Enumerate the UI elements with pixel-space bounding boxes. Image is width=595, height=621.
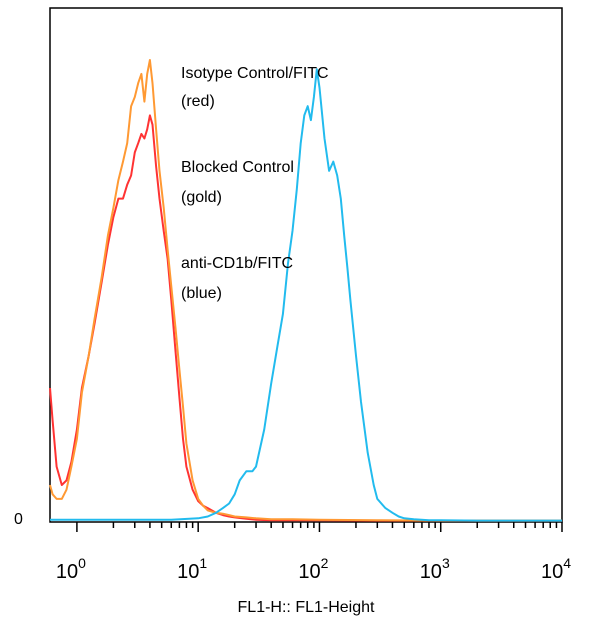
legend-entry: (red) bbox=[181, 93, 215, 110]
series-line-blocked-control bbox=[50, 60, 562, 521]
x-tick-label: 104 bbox=[541, 555, 571, 583]
x-tick-label: 103 bbox=[420, 555, 450, 583]
legend-entry: Isotype Control/FITC bbox=[181, 65, 329, 82]
x-tick-label: 101 bbox=[177, 555, 207, 583]
legend-entry: (gold) bbox=[181, 189, 222, 206]
y-tick-label: 0 bbox=[14, 511, 23, 528]
legend-entry: (blue) bbox=[181, 285, 222, 302]
legend-entry: Blocked Control bbox=[181, 159, 294, 176]
x-tick-label: 102 bbox=[298, 555, 328, 583]
legend-entry: anti-CD1b/FITC bbox=[181, 255, 293, 272]
x-axis-tick-labels: 100 101 102 103 104 bbox=[56, 555, 571, 583]
x-axis-label: FL1-H:: FL1-Height bbox=[238, 599, 375, 616]
series-layer bbox=[50, 60, 562, 521]
legend: Isotype Control/FITC (red) Blocked Control… bbox=[181, 65, 329, 302]
y-axis-tick-labels: 0 bbox=[14, 511, 23, 528]
series-line-isotype-control-fitc bbox=[50, 115, 562, 520]
series-line-anti-cd1b-fitc bbox=[50, 69, 562, 520]
plot-frame bbox=[50, 8, 562, 522]
x-axis-ticks bbox=[77, 522, 562, 532]
x-tick-label: 100 bbox=[56, 555, 86, 583]
